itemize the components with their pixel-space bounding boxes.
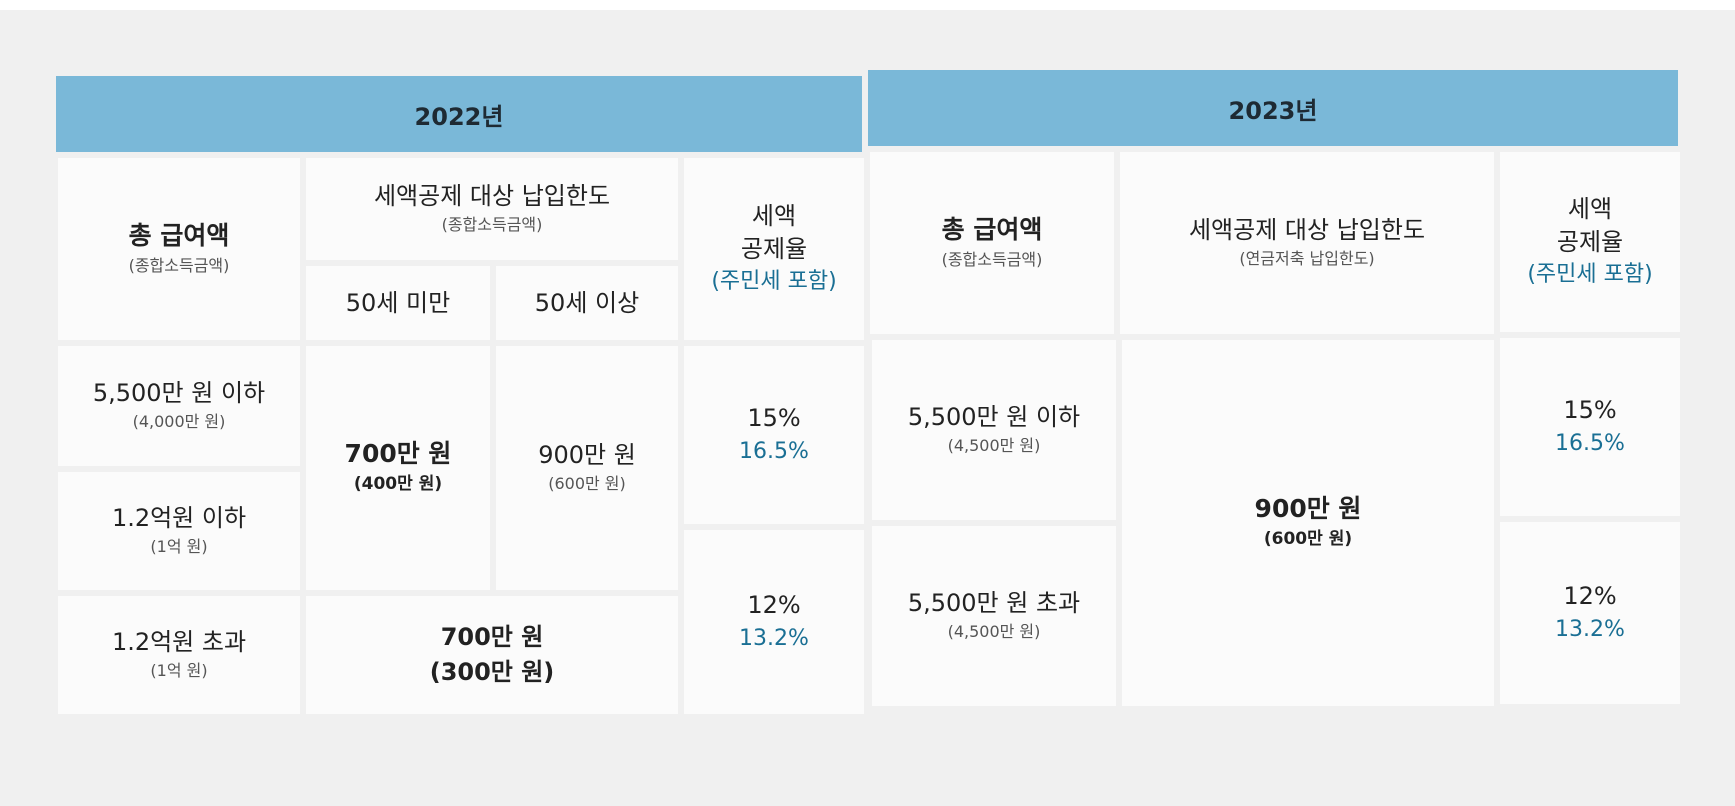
- rate-pct: 15%: [1563, 395, 1617, 424]
- header-2023: 2023년: [868, 70, 1678, 146]
- limit-sub: (600만 원): [1263, 529, 1353, 550]
- limit-value: 900만 원: [538, 441, 636, 469]
- rate-pct: 15%: [747, 403, 801, 432]
- col-income-label: 총 급여액: [941, 215, 1043, 245]
- income-sub: (1억 원): [150, 537, 208, 557]
- income-row-2-2022: 1.2억원 이하 (1억 원): [58, 472, 300, 590]
- limit-2023: 900만 원 (600만 원): [1122, 340, 1494, 706]
- under50-label: 50세 미만: [345, 288, 451, 317]
- col-limit-sub: (연금저축 납입한도): [1239, 249, 1375, 269]
- rate-line2: 공제율: [1556, 227, 1624, 256]
- rate-line1: 세액: [1567, 195, 1613, 224]
- col-limit-label: 세액공제 대상 납입한도: [373, 182, 611, 210]
- limit-value: 700만 원: [344, 438, 452, 468]
- col-rate-2022: 세액 공제율 (주민세 포함): [684, 158, 864, 340]
- rate-b-2023: 12% 13.2%: [1500, 522, 1680, 704]
- header-2022: 2022년: [56, 76, 862, 152]
- col-over50-2022: 50세 이상: [496, 266, 678, 340]
- income-row-1-2022: 5,500만 원 이하 (4,000만 원): [58, 346, 300, 466]
- rate-pct: 12%: [747, 590, 801, 619]
- rate-with-tax: 16.5%: [1555, 431, 1625, 457]
- limit-value: 700만 원: [440, 623, 544, 652]
- rate-line1: 세액: [751, 202, 797, 231]
- col-limit-sub: (종합소득금액): [441, 215, 543, 235]
- col-income-2022: 총 급여액 (종합소득금액): [58, 158, 300, 340]
- rate-pct: 12%: [1563, 581, 1617, 610]
- header-2022-label: 2022년: [414, 102, 504, 131]
- income-row-2-2023: 5,500만 원 초과 (4,500만 원): [872, 526, 1116, 706]
- rate-a-2023: 15% 16.5%: [1500, 338, 1680, 516]
- col-limit-2022: 세액공제 대상 납입한도 (종합소득금액): [306, 158, 678, 260]
- col-income-label: 총 급여액: [128, 221, 230, 251]
- income-value: 1.2억원 초과: [111, 628, 247, 656]
- rate-with-tax: 13.2%: [739, 626, 809, 652]
- limit-under50-2022: 700만 원 (400만 원): [306, 346, 490, 590]
- col-income-2023: 총 급여액 (종합소득금액): [870, 152, 1114, 334]
- limit-high-income-2022: 700만 원 (300만 원): [306, 596, 678, 714]
- income-value: 5,500만 원 이하: [907, 403, 1081, 431]
- limit-sub: (300만 원): [429, 658, 555, 686]
- income-row-1-2023: 5,500만 원 이하 (4,500만 원): [872, 340, 1116, 520]
- col-rate-2023: 세액 공제율 (주민세 포함): [1500, 152, 1680, 332]
- rate-note: (주민세 포함): [711, 268, 837, 294]
- income-sub: (1억 원): [150, 661, 208, 681]
- limit-over50-2022: 900만 원 (600만 원): [496, 346, 678, 590]
- income-row-3-2022: 1.2억원 초과 (1억 원): [58, 596, 300, 714]
- rate-with-tax: 13.2%: [1555, 617, 1625, 643]
- col-under50-2022: 50세 미만: [306, 266, 490, 340]
- col-income-sub: (종합소득금액): [941, 250, 1043, 270]
- header-2023-label: 2023년: [1228, 96, 1318, 125]
- col-limit-2023: 세액공제 대상 납입한도 (연금저축 납입한도): [1120, 152, 1494, 334]
- income-value: 1.2억원 이하: [111, 504, 247, 532]
- income-sub: (4,500만 원): [947, 436, 1041, 456]
- limit-sub: (600만 원): [548, 474, 626, 494]
- rate-note: (주민세 포함): [1527, 261, 1653, 287]
- limit-value: 900만 원: [1254, 493, 1362, 523]
- over50-label: 50세 이상: [534, 288, 640, 317]
- rate-with-tax: 16.5%: [739, 439, 809, 465]
- rate-line2: 공제율: [740, 234, 808, 263]
- col-income-sub: (종합소득금액): [128, 256, 230, 276]
- limit-sub: (400만 원): [353, 474, 443, 495]
- income-value: 5,500만 원 초과: [907, 589, 1081, 617]
- income-sub: (4,500만 원): [947, 622, 1041, 642]
- col-limit-label: 세액공제 대상 납입한도: [1188, 216, 1426, 244]
- income-value: 5,500만 원 이하: [92, 379, 266, 407]
- rate-b-2022: 12% 13.2%: [684, 530, 864, 714]
- income-sub: (4,000만 원): [132, 412, 226, 432]
- rate-a-2022: 15% 16.5%: [684, 346, 864, 524]
